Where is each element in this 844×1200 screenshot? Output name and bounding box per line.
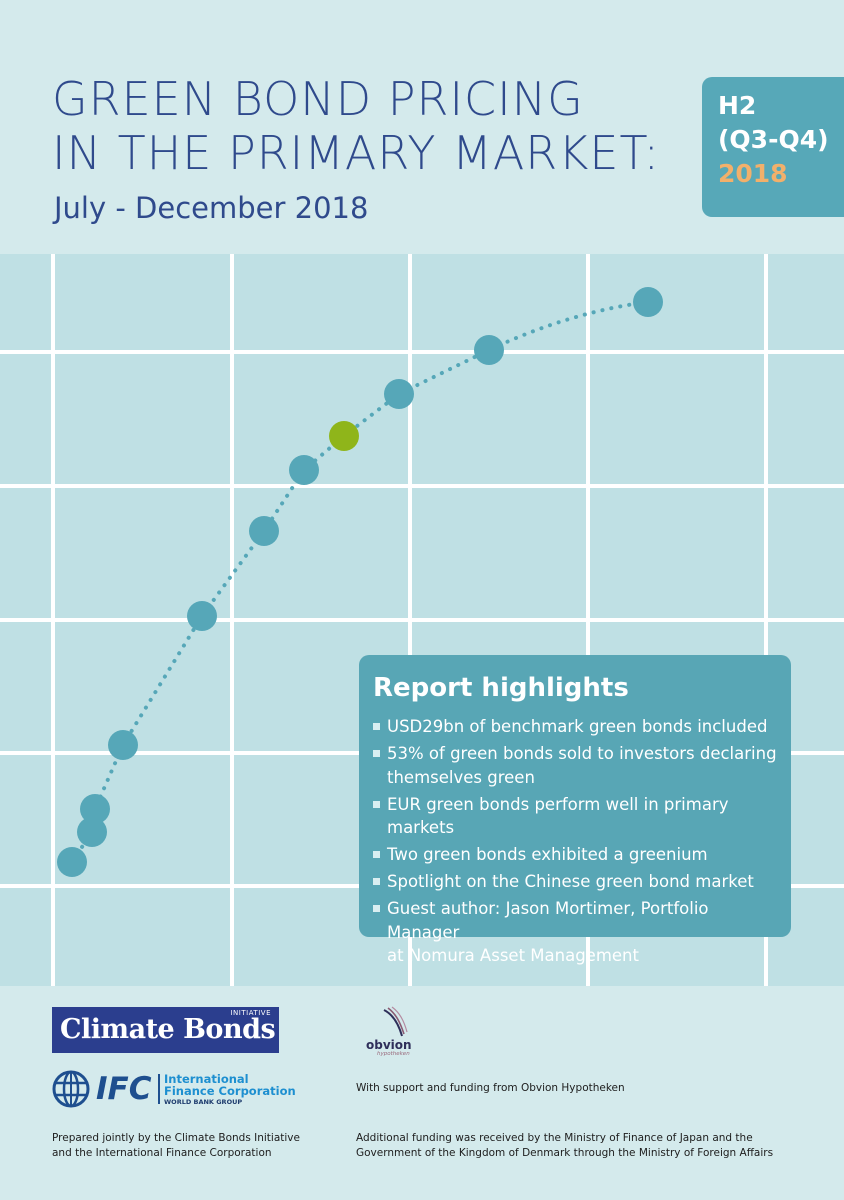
period-year: 2018 [718, 159, 788, 188]
obvion-logo-subtext: hypotheken [377, 1051, 410, 1057]
ifc-divider [158, 1074, 160, 1104]
prepared-by-line-1: Prepared jointly by the Climate Bonds In… [52, 1132, 300, 1144]
trend-point [633, 287, 663, 317]
highlight-text: USD29bn of benchmark green bonds include… [387, 717, 768, 736]
report-title-line-2: IN THE PRIMARY MARKET: [52, 126, 661, 180]
trend-points [57, 287, 663, 877]
prepared-by-line-2: and the International Finance Corporatio… [52, 1147, 272, 1159]
report-highlights-box: Report highlights USD29bn of benchmark g… [359, 655, 791, 965]
highlight-item: Guest author: Jason Mortimer, Portfolio … [373, 897, 777, 968]
funding-note-line-2: Government of the Kingdom of Denmark thr… [356, 1147, 774, 1159]
highlight-item: EUR green bonds perform well in primary … [373, 793, 777, 840]
highlight-item: USD29bn of benchmark green bonds include… [373, 715, 777, 739]
square-bullet-icon [373, 851, 380, 858]
ifc-full-name: International Finance Corporation [164, 1073, 296, 1097]
highlight-item: Two green bonds exhibited a greenium [373, 843, 777, 867]
highlight-text: EUR green bonds perform well in primary … [387, 794, 729, 838]
trend-point [57, 847, 87, 877]
ifc-wordmark: IFC [96, 1071, 152, 1107]
funding-note-line-1: Additional funding was received by the M… [356, 1132, 753, 1144]
trend-point [77, 817, 107, 847]
support-statement: With support and funding from Obvion Hyp… [356, 1082, 625, 1094]
highlight-text: Spotlight on the Chinese green bond mark… [387, 872, 754, 891]
report-subtitle: July - December 2018 [54, 191, 369, 225]
highlights-list: USD29bn of benchmark green bonds include… [373, 715, 777, 968]
report-title-line-1: GREEN BOND PRICING [52, 72, 584, 126]
highlight-item: Spotlight on the Chinese green bond mark… [373, 870, 777, 894]
period-half: H2 [718, 91, 757, 120]
square-bullet-icon [373, 750, 380, 757]
globe-icon [52, 1070, 90, 1108]
period-badge: H2 (Q3-Q4) 2018 [702, 77, 844, 217]
square-bullet-icon [373, 878, 380, 885]
ifc-name-line-1: International [164, 1072, 249, 1086]
trend-point [384, 379, 414, 409]
obvion-swoosh-icon [383, 1006, 408, 1037]
trend-point [249, 516, 279, 546]
highlights-heading: Report highlights [373, 673, 629, 703]
trend-point [474, 335, 504, 365]
world-bank-group-label: WORLD BANK GROUP [164, 1098, 243, 1106]
square-bullet-icon [373, 723, 380, 730]
cover-footer: Climate Bonds INITIATIVE IFC Internation… [0, 986, 844, 1200]
highlight-text: 53% of green bonds sold to investors dec… [387, 744, 777, 763]
trend-point [80, 794, 110, 824]
period-quarters: (Q3-Q4) [718, 125, 829, 154]
climate-bonds-logo-text: Climate Bonds [60, 1014, 276, 1045]
ifc-name-line-2: Finance Corporation [164, 1084, 296, 1098]
climate-bonds-initiative-label: INITIATIVE [230, 1009, 271, 1017]
highlight-item: 53% of green bonds sold to investors dec… [373, 742, 777, 789]
trend-point [187, 601, 217, 631]
highlight-text-continued: at Nomura Asset Management [387, 946, 639, 965]
climate-bonds-logo[interactable]: Climate Bonds INITIATIVE [52, 1007, 279, 1053]
trend-point [289, 455, 319, 485]
square-bullet-icon [373, 800, 380, 808]
highlight-text-continued: themselves green [387, 767, 535, 787]
highlight-text: Guest author: Jason Mortimer, Portfolio … [387, 899, 709, 942]
highlight-text: Two green bonds exhibited a greenium [387, 845, 708, 864]
trend-point-highlighted [329, 421, 359, 451]
trend-point [108, 730, 138, 760]
obvion-logo-text: obvion [366, 1038, 412, 1052]
square-bullet-icon [373, 905, 380, 912]
